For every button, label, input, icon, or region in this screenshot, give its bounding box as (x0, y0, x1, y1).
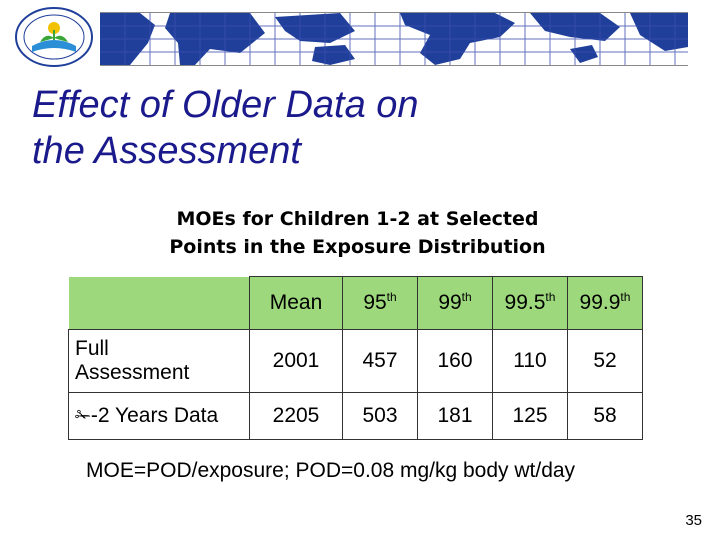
table-header-row: Mean 95th 99th 99.5th 99.9th (68, 276, 643, 330)
cell-value: 503 (342, 392, 418, 440)
cell-value: 181 (417, 392, 493, 440)
caption-line-1: MOEs for Children 1-2 at Selected (176, 208, 539, 230)
cell-value: 457 (342, 329, 418, 393)
col-header-95th: 95th (342, 276, 418, 330)
cell-value: 2001 (249, 329, 343, 393)
cell-value: 160 (417, 329, 493, 393)
moe-table: Mean 95th 99th 99.5th 99.9th Full Assess… (68, 276, 643, 440)
epa-seal-icon (10, 6, 98, 68)
cell-value: 58 (567, 392, 643, 440)
row-label-full-assessment: Full Assessment (68, 329, 250, 393)
cell-value: 52 (567, 329, 643, 393)
page-number: 35 (685, 512, 702, 529)
table-corner (68, 276, 250, 330)
title-line-1: Effect of Older Data on (32, 84, 419, 126)
cell-value: 110 (492, 329, 568, 393)
col-header-99th: 99th (417, 276, 493, 330)
slide-title: Effect of Older Data on the Assessment (32, 82, 632, 174)
col-header-mean: Mean (249, 276, 343, 330)
scissors-icon: ✁ (75, 405, 91, 427)
col-header-99-5th: 99.5th (492, 276, 568, 330)
col-header-99-9th: 99.9th (567, 276, 643, 330)
table-row-minus-2-years: ✁-2 Years Data 2205 503 181 125 58 (68, 392, 643, 440)
row-label-minus-2-years: ✁-2 Years Data (68, 392, 250, 440)
title-line-2: the Assessment (32, 130, 301, 172)
table-row-full-assessment: Full Assessment 2001 457 160 110 52 (68, 329, 643, 393)
footnote: MOE=POD/exposure; POD=0.08 mg/kg body wt… (86, 459, 576, 482)
table-caption: MOEs for Children 1-2 at Selected Points… (120, 205, 595, 261)
cell-value: 125 (492, 392, 568, 440)
world-map-icon (100, 12, 688, 66)
cell-value: 2205 (249, 392, 343, 440)
caption-line-2: Points in the Exposure Distribution (169, 236, 546, 258)
